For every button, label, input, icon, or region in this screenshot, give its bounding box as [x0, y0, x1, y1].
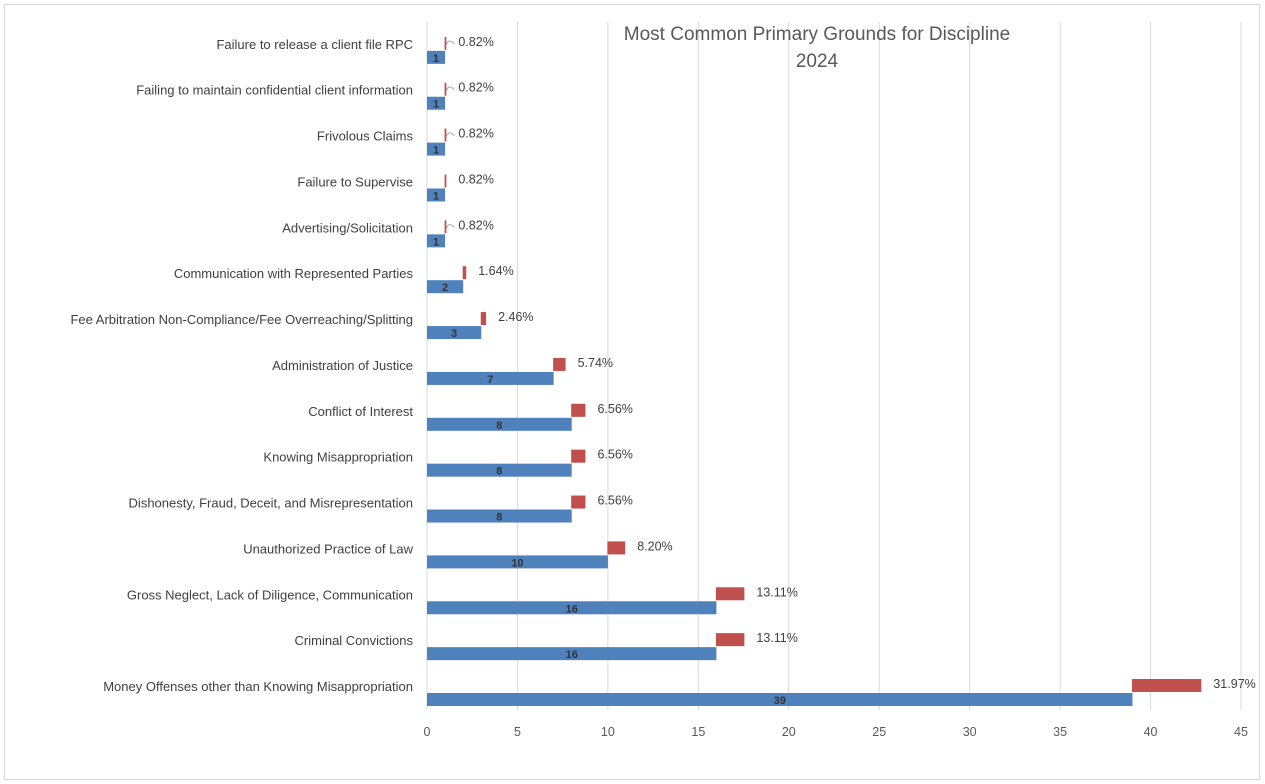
percent-label-connector: [445, 224, 455, 229]
count-data-label: 1: [433, 53, 439, 65]
count-data-label: 7: [487, 374, 493, 386]
percent-data-label: 6.56%: [597, 494, 632, 508]
count-bar: [427, 280, 464, 294]
count-data-label: 3: [451, 328, 457, 340]
percent-data-label: 0.82%: [458, 81, 493, 95]
x-tick-label: 25: [872, 725, 886, 739]
count-bar: [427, 555, 608, 569]
x-tick-label: 15: [691, 725, 705, 739]
percent-bar: [553, 357, 566, 371]
chart-title: Most Common Primary Grounds for Discipli…: [624, 24, 1010, 45]
percent-bar: [480, 312, 487, 326]
category-label: Advertising/Solicitation: [282, 220, 413, 235]
count-data-label: 8: [496, 512, 502, 524]
x-tick-label: 45: [1234, 725, 1248, 739]
count-data-label: 1: [433, 190, 439, 202]
category-label: Failure to Supervise: [297, 174, 413, 189]
category-label: Knowing Misappropriation: [263, 450, 413, 465]
x-tick-label: 10: [601, 725, 615, 739]
x-tick-label: 35: [1053, 725, 1067, 739]
count-data-label: 1: [433, 145, 439, 157]
percent-bar: [571, 495, 586, 509]
category-label: Money Offenses other than Knowing Misapp…: [103, 679, 413, 694]
percent-bar: [571, 449, 586, 463]
count-bar: [427, 50, 446, 64]
percent-bar: [607, 541, 626, 555]
percent-data-label: 6.56%: [597, 448, 632, 462]
x-tick-label: 40: [1144, 725, 1158, 739]
category-label: Failure to release a client file RPC: [216, 37, 413, 52]
count-bar: [427, 188, 446, 202]
count-bar: [427, 647, 717, 661]
percent-data-label: 13.11%: [756, 631, 797, 645]
percent-bar: [444, 36, 447, 50]
labels: 0 5 10 15 20 25 30 35 40 45 Failure to release a c…: [70, 35, 1255, 739]
percent-data-label: 0.82%: [458, 218, 493, 232]
percent-bar: [715, 587, 745, 601]
count-data-label: 39: [774, 695, 786, 707]
x-tick-label: 0: [424, 725, 431, 739]
percent-data-label: 0.82%: [458, 35, 493, 49]
count-bar: [427, 509, 572, 523]
percent-data-label: 1.64%: [478, 264, 513, 278]
percent-bar: [462, 266, 467, 280]
count-data-label: 16: [566, 603, 578, 615]
count-bar: [427, 142, 446, 156]
gridlines: [426, 22, 1242, 710]
category-label: Fee Arbitration Non-Compliance/Fee Overr…: [70, 312, 413, 327]
chart-subtitle: 2024: [796, 51, 839, 72]
chart-frame: [4, 4, 1260, 780]
count-data-label: 10: [511, 557, 523, 569]
count-data-label: 8: [496, 466, 502, 478]
count-data-label: 1: [433, 236, 439, 248]
count-data-label: 8: [496, 420, 502, 432]
count-bar: [427, 326, 482, 340]
bars: [427, 36, 1202, 706]
x-tick-label: 20: [782, 725, 796, 739]
percent-bar: [444, 128, 447, 142]
percent-bar: [444, 82, 447, 96]
count-bar: [427, 601, 717, 615]
count-bar: [427, 371, 554, 385]
count-data-label: 2: [442, 282, 448, 294]
x-tick-label: 30: [963, 725, 977, 739]
category-label: Criminal Convictions: [295, 633, 414, 648]
count-bar: [427, 693, 1133, 706]
category-label: Conflict of Interest: [308, 404, 413, 419]
percent-data-label: 2.46%: [498, 310, 533, 324]
percent-bar: [1131, 679, 1202, 692]
category-label: Administration of Justice: [272, 358, 413, 373]
count-data-label: 16: [566, 649, 578, 661]
percent-data-label: 0.82%: [458, 172, 493, 186]
percent-label-connector: [445, 86, 455, 91]
count-data-label: 1: [433, 99, 439, 111]
category-label: Communication with Represented Parties: [174, 266, 414, 281]
count-bar: [427, 234, 446, 248]
percent-bar: [444, 174, 447, 188]
percent-data-label: 6.56%: [597, 402, 632, 416]
category-label: Frivolous Claims: [317, 129, 414, 144]
percent-data-label: 5.74%: [578, 356, 613, 370]
percent-bar: [715, 633, 745, 647]
percent-data-label: 31.97%: [1213, 677, 1255, 691]
category-label: Dishonesty, Fraud, Deceit, and Misrepres…: [129, 496, 413, 511]
percent-bar: [444, 220, 447, 234]
count-bar: [427, 463, 572, 477]
percent-label-connector: [445, 40, 455, 46]
category-label: Unauthorized Practice of Law: [243, 541, 413, 556]
percent-label-connector: [445, 132, 455, 137]
category-label: Failing to maintain confidential client …: [136, 83, 413, 98]
percent-data-label: 8.20%: [637, 539, 672, 553]
count-bar: [427, 417, 572, 431]
count-bar: [427, 96, 446, 110]
percent-data-label: 0.82%: [458, 127, 493, 141]
category-label: Gross Neglect, Lack of Diligence, Commun…: [127, 587, 413, 602]
percent-data-label: 13.11%: [756, 585, 797, 599]
x-tick-label: 5: [514, 725, 521, 739]
percent-bar: [571, 403, 586, 417]
